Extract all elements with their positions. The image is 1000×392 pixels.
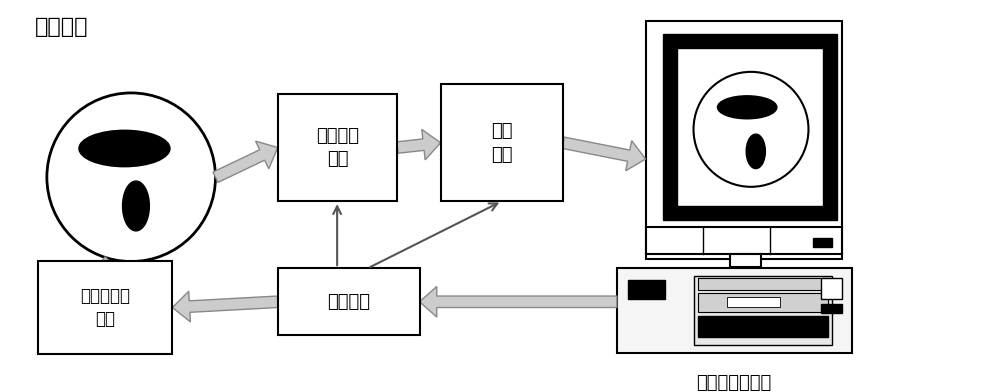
Text: 主控系统: 主控系统 xyxy=(327,293,370,311)
Ellipse shape xyxy=(746,134,765,169)
Bar xyxy=(38,261,172,354)
Bar xyxy=(698,278,828,290)
Bar xyxy=(441,84,563,201)
Bar xyxy=(646,21,842,259)
Bar xyxy=(730,254,761,267)
Bar xyxy=(698,293,828,312)
Polygon shape xyxy=(562,137,646,171)
Polygon shape xyxy=(397,129,441,160)
Text: 数据采集
单元: 数据采集 单元 xyxy=(316,127,359,168)
Text: 敏感场激励
单元: 敏感场激励 单元 xyxy=(80,287,130,328)
Bar xyxy=(663,34,837,220)
Polygon shape xyxy=(172,291,278,322)
Circle shape xyxy=(694,72,808,187)
Ellipse shape xyxy=(123,181,149,231)
Bar xyxy=(628,280,665,299)
Text: 解调
单元: 解调 单元 xyxy=(491,122,513,163)
Ellipse shape xyxy=(717,96,777,119)
Bar xyxy=(646,227,842,254)
Text: 图像重建计算机: 图像重建计算机 xyxy=(696,374,771,392)
Bar xyxy=(677,48,823,206)
Text: 过程对象: 过程对象 xyxy=(35,17,89,37)
Bar xyxy=(694,276,832,345)
Bar xyxy=(278,268,420,335)
Polygon shape xyxy=(90,257,121,274)
Bar xyxy=(698,316,828,337)
Bar xyxy=(821,278,842,299)
Ellipse shape xyxy=(79,130,170,167)
Bar xyxy=(617,268,852,352)
Bar xyxy=(832,304,842,313)
Polygon shape xyxy=(213,141,278,182)
Bar xyxy=(813,238,832,247)
Bar xyxy=(727,297,780,307)
Bar xyxy=(821,304,831,313)
Polygon shape xyxy=(420,287,617,317)
Bar xyxy=(278,94,397,201)
Circle shape xyxy=(47,93,215,261)
